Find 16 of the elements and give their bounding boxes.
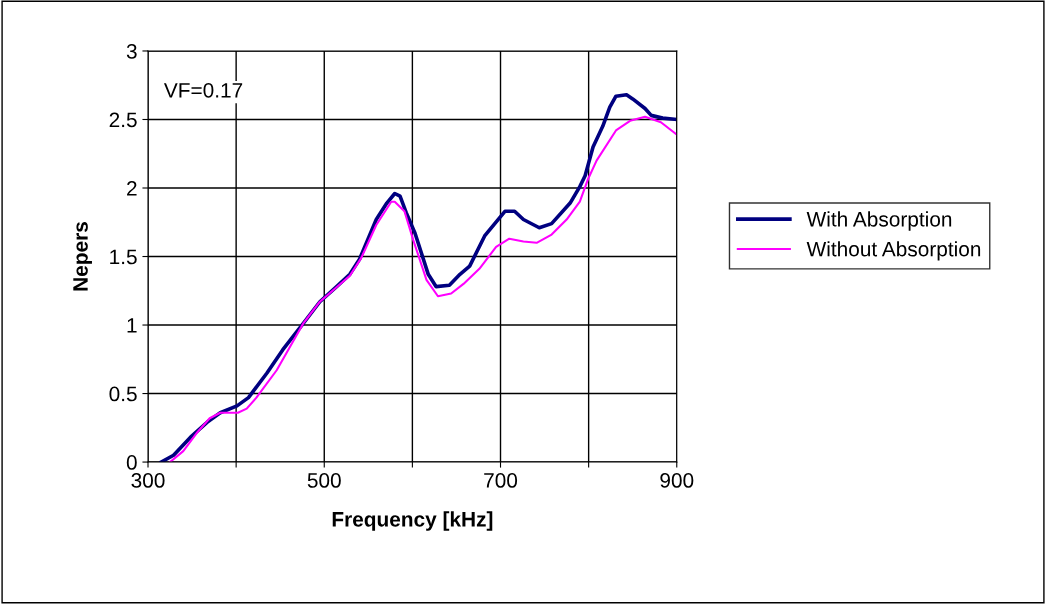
y-axis-title: Nepers bbox=[73, 222, 92, 291]
y-tick-label: 2.5 bbox=[109, 112, 137, 128]
y-tick-label: 1 bbox=[127, 318, 137, 333]
x-tick-label: 500 bbox=[307, 473, 341, 488]
x-axis-title: Frequency [kHz] bbox=[332, 511, 493, 531]
legend-label: Without Absorption bbox=[806, 241, 981, 261]
y-tick-label: 0.5 bbox=[109, 386, 137, 402]
y-tick-label: 0 bbox=[126, 455, 137, 470]
legend-label: With Absorption bbox=[806, 211, 952, 231]
annotation: VF=0.17 bbox=[163, 82, 243, 98]
x-tick-label: 900 bbox=[660, 473, 694, 488]
y-tick-label: 2 bbox=[127, 181, 137, 196]
y-tick-label: 3 bbox=[126, 43, 137, 59]
x-tick-label: 700 bbox=[484, 473, 518, 488]
y-tick-label: 1.5 bbox=[110, 249, 137, 265]
x-tick-label: 300 bbox=[131, 473, 165, 488]
